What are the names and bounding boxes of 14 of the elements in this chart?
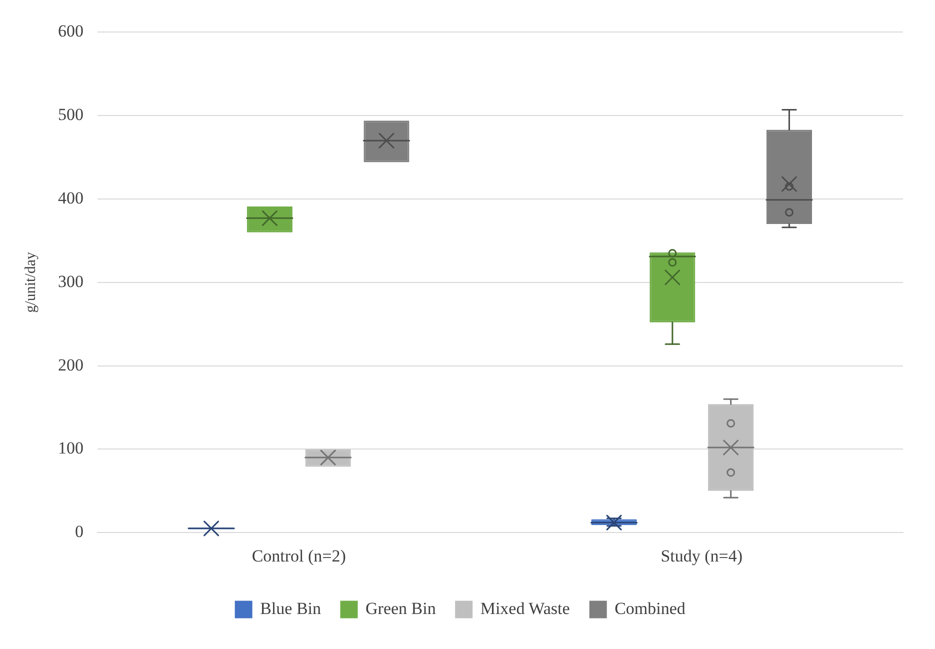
legend-label: Green Bin xyxy=(366,598,436,618)
y-tick-label: 100 xyxy=(58,438,84,458)
legend-label: Combined xyxy=(614,598,686,618)
legend-label: Mixed Waste xyxy=(480,598,570,618)
x-tick-label: Study (n=4) xyxy=(660,546,743,566)
y-axis-title: g/unit/day xyxy=(22,251,39,313)
y-tick-label: 500 xyxy=(58,105,84,124)
y-tick-label: 300 xyxy=(58,272,84,291)
y-tick-label: 0 xyxy=(75,522,84,542)
x-tick-label: Control (n=2) xyxy=(252,546,346,566)
y-tick-label: 600 xyxy=(58,22,84,41)
legend-label: Blue Bin xyxy=(260,598,322,618)
y-tick-label: 200 xyxy=(58,355,84,374)
y-tick-label: 400 xyxy=(58,188,84,208)
